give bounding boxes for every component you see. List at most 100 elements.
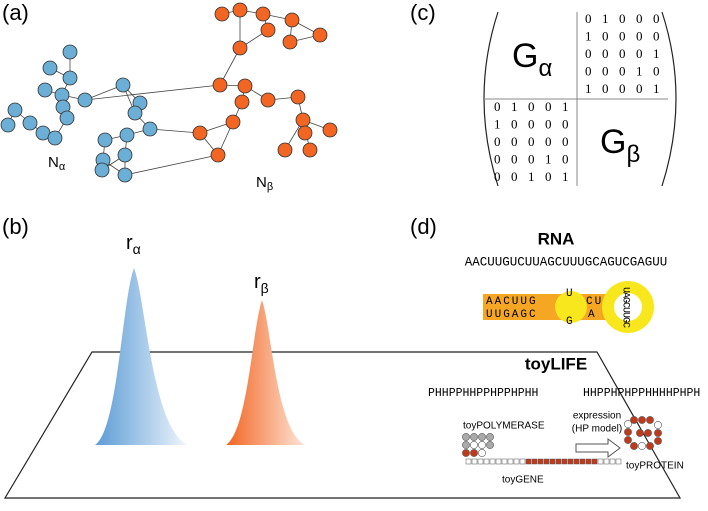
matrix-entry: 0 [653, 11, 660, 26]
gene-bead [465, 458, 472, 465]
node [225, 114, 241, 130]
gene-bead [549, 458, 556, 465]
node [0, 117, 16, 133]
matrix-entry: 0 [511, 151, 518, 166]
peak [95, 268, 188, 445]
bead [624, 420, 632, 428]
gene-bead [561, 458, 568, 465]
node [212, 77, 228, 93]
panel-label: (c) [410, 0, 436, 25]
matrix-entry: 0 [602, 28, 609, 43]
node [59, 110, 75, 126]
matrix-entry: 0 [602, 46, 609, 61]
hp-sequence: PHHPPHHPPHPPHPHH [428, 387, 538, 400]
edge [149, 128, 201, 134]
bead [470, 441, 478, 449]
node [232, 40, 248, 56]
gene-bead [603, 458, 610, 465]
bead [654, 421, 662, 429]
strand: CU [586, 296, 603, 308]
node [37, 82, 53, 98]
bead [638, 442, 646, 450]
bead [486, 441, 494, 449]
gene-bead [501, 458, 508, 465]
gene-bead [543, 458, 550, 465]
matrix-entry: 1 [494, 116, 501, 131]
peak-label: rα [126, 232, 141, 256]
gene-bead [471, 458, 478, 465]
matrix-entry: 0 [511, 169, 518, 184]
node [282, 34, 298, 50]
gene-bead [579, 458, 586, 465]
block-label: Gβ [600, 123, 640, 168]
rna-sequence: AACUUGUCUUAGCUUUGCAGUCGAGUU [465, 255, 668, 269]
node [62, 44, 78, 60]
matrix-entry: 0 [585, 11, 592, 26]
gene-bead [483, 458, 490, 465]
strand: G [566, 316, 573, 328]
node [47, 130, 63, 146]
matrix-entry: 0 [619, 63, 626, 78]
strand: AACUUG [486, 296, 538, 308]
hp-sequence: HHPPHPHPPHHHHPHPH [583, 387, 700, 400]
matrix-entry: 1 [653, 46, 660, 61]
bead [630, 416, 638, 424]
panel-label: (a) [2, 0, 29, 25]
matrix-entry: 1 [636, 63, 643, 78]
node [7, 102, 23, 118]
node [117, 147, 133, 163]
bead [630, 442, 638, 450]
label: toyPROTEIN [626, 461, 684, 472]
node [277, 142, 293, 158]
node [214, 6, 230, 22]
gene-bead [555, 458, 562, 465]
node [290, 89, 306, 105]
bead [638, 416, 646, 424]
bead [654, 437, 662, 445]
bead [486, 433, 494, 441]
plane [3, 351, 682, 499]
matrix-entry: 0 [585, 46, 592, 61]
node [77, 92, 93, 108]
matrix-entry: 0 [619, 46, 626, 61]
node [312, 27, 328, 43]
node [94, 162, 110, 178]
matrix-entry: 0 [562, 116, 569, 131]
stem [483, 294, 609, 320]
beads [462, 416, 662, 465]
label: toyPOLYMERASE [463, 421, 545, 432]
gene-bead [609, 458, 616, 465]
label: toyGENE [502, 475, 544, 486]
gene-bead [477, 458, 484, 465]
edge [84, 84, 221, 101]
matrix-entry: 0 [619, 81, 626, 96]
matrix-entry: 0 [653, 28, 660, 43]
matrix-entry: 0 [585, 63, 592, 78]
gene-bead [525, 458, 532, 465]
bead [646, 442, 654, 450]
loop-seq: UAGCUUGC [619, 287, 630, 328]
node [192, 125, 208, 141]
bead [654, 429, 662, 437]
matrix-entry: 0 [602, 63, 609, 78]
matrix-entry: 0 [619, 11, 626, 26]
matrix: 0 1 0 0 01 0 0 0 00 0 0 0 10 0 0 1 01 0 0 0 10 1 0 0 11 0 0 0 00 0 0 0 0… [494, 11, 660, 184]
gene-bead [489, 458, 496, 465]
panel-label: (d) [410, 214, 437, 239]
bead [478, 441, 486, 449]
matrix-entry: 1 [528, 169, 535, 184]
matrix-entry: 1 [511, 99, 518, 114]
matrix-entry: 0 [545, 134, 552, 149]
bead [462, 441, 470, 449]
matrix-entry: 1 [562, 169, 569, 184]
matrix-entry: 1 [562, 99, 569, 114]
gene-bead [597, 458, 604, 465]
bead [624, 428, 632, 436]
block-label: Gα [512, 37, 552, 82]
matrix-entry: 0 [511, 134, 518, 149]
node [297, 125, 313, 141]
node [97, 132, 113, 148]
matrix-entry: 0 [619, 28, 626, 43]
rna-title: RNA [538, 229, 575, 248]
node [115, 77, 131, 93]
